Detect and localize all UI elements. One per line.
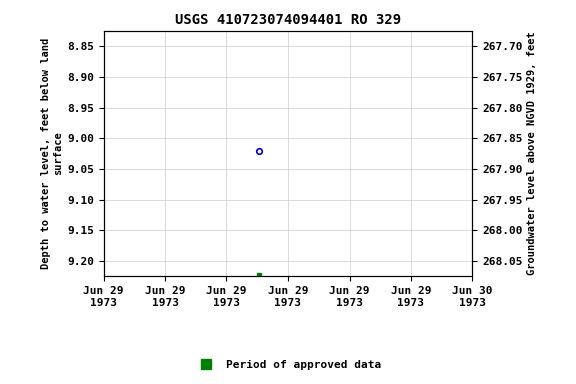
Title: USGS 410723074094401 RO 329: USGS 410723074094401 RO 329 — [175, 13, 401, 27]
Y-axis label: Depth to water level, feet below land
surface: Depth to water level, feet below land su… — [41, 38, 63, 269]
Y-axis label: Groundwater level above NGVD 1929, feet: Groundwater level above NGVD 1929, feet — [526, 32, 537, 275]
Legend: Period of approved data: Period of approved data — [191, 356, 385, 375]
